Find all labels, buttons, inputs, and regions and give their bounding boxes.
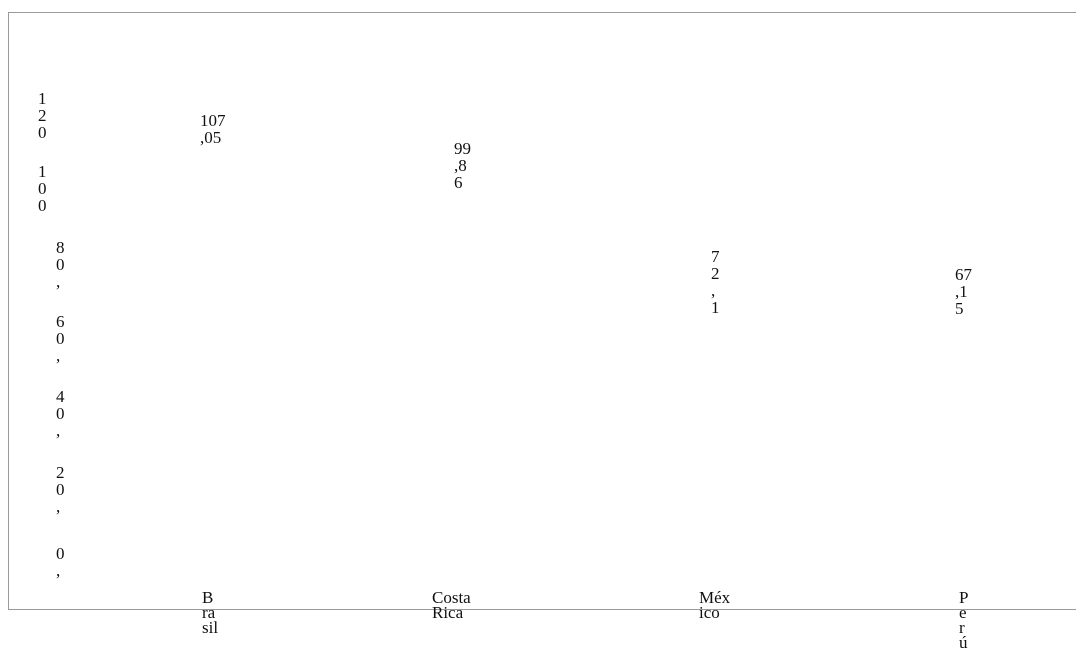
data-label-costa-rica: 99 ,8 6 [454, 139, 471, 192]
category-label-mexico: Méx ico [699, 588, 731, 622]
bar-perú [905, 315, 1025, 590]
bar-brasil [165, 152, 285, 591]
y-tick-label: 4 0 , [56, 387, 65, 440]
y-tick-label: 6 0 , [56, 312, 65, 365]
data-label-peru: 67 ,1 5 [955, 265, 972, 318]
bar-costa-rica [405, 182, 525, 590]
y-tick-label: 1 0 0 [38, 162, 47, 215]
category-label-costa-rica: Costa Rica [432, 588, 471, 622]
y-tick-label: 2 0 , [56, 463, 65, 516]
bar-méxico [660, 295, 780, 590]
y-tick-label: 8 0 , [56, 238, 65, 291]
chart-frame [8, 12, 1076, 610]
category-label-brasil: B ra sil [202, 588, 219, 637]
data-label-brasil: 107 ,05 [200, 111, 226, 147]
y-tick-label: 1 2 0 [38, 89, 47, 142]
data-label-mexico: 7 2 , 1 [711, 247, 720, 317]
y-tick-label: 0 , [56, 544, 65, 580]
category-label-peru: P e r ú [959, 588, 969, 652]
